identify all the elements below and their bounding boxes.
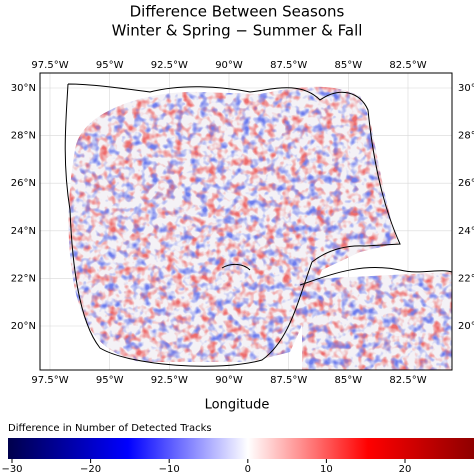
lat-tick-label: 28°N [11, 131, 36, 142]
lat-tick-label: 26°N [458, 178, 474, 189]
lon-tick-label: 85°W [335, 60, 363, 71]
lon-tick-label: 85°W [335, 375, 363, 386]
lon-tick-label: 95°W [96, 375, 124, 386]
x-axis-label: Longitude [205, 398, 270, 413]
lon-tick-label: 82.5°W [389, 375, 426, 386]
lat-tick-label: 28°N [458, 131, 474, 142]
lon-tick-label: 90°W [215, 60, 243, 71]
lon-tick-label: 87.5°W [270, 60, 307, 71]
colorbar-tick-label: −10 [159, 464, 180, 474]
lat-tick-label: 24°N [11, 226, 36, 237]
colorbar [8, 438, 474, 459]
lon-tick-label: 82.5°W [389, 60, 426, 71]
lat-tick-label: 30°N [11, 83, 36, 94]
colorbar-tick-label: 10 [320, 464, 333, 474]
colorbar-tick-label: 0 [245, 464, 251, 474]
track-density [68, 86, 452, 370]
lat-tick-label: 24°N [458, 226, 474, 237]
lon-tick-label: 92.5°W [151, 375, 188, 386]
title-line: Difference Between Seasons [130, 3, 345, 21]
title-line: Winter & Spring − Summer & Fall [112, 22, 363, 40]
lat-tick-label: 22°N [11, 273, 36, 284]
lat-tick-label: 22°N [458, 273, 474, 284]
lon-tick-label: 97.5°W [31, 60, 68, 71]
map-frame [39, 72, 453, 371]
lon-tick-label: 87.5°W [270, 375, 307, 386]
lon-tick-label: 97.5°W [31, 375, 68, 386]
lat-tick-label: 30°N [458, 83, 474, 94]
lon-tick-label: 92.5°W [151, 60, 188, 71]
colorbar-tick-label: 20 [399, 464, 412, 474]
lon-tick-label: 95°W [96, 60, 124, 71]
coastline [64, 83, 453, 367]
lat-tick-label: 20°N [11, 321, 36, 332]
colorbar-label: Difference in Number of Detected Tracks [8, 423, 212, 434]
lat-tick-label: 26°N [11, 178, 36, 189]
lon-tick-label: 90°W [215, 375, 243, 386]
lat-tick-label: 20°N [458, 321, 474, 332]
colorbar-tick-label: −20 [80, 464, 101, 474]
colorbar-tick-label: −30 [1, 464, 22, 474]
